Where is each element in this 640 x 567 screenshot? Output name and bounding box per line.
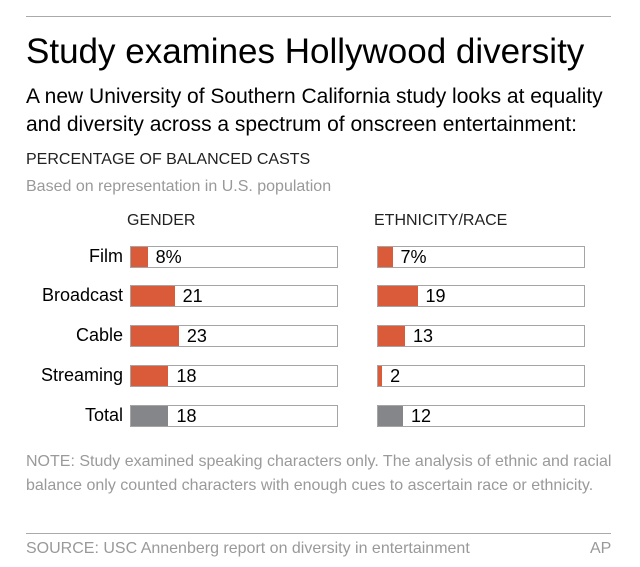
data-label: 13 <box>413 326 434 346</box>
chart-subtitle: A new University of Southern California … <box>26 85 603 136</box>
bottom-rule <box>26 533 611 534</box>
data-label: 12 <box>410 406 431 426</box>
section-title: PERCENTAGE OF BALANCED CASTS <box>26 151 311 168</box>
data-label: 21 <box>182 286 203 306</box>
section-subtitle: Based on representation in U.S. populati… <box>26 178 332 195</box>
bar-track: 8% <box>130 246 338 268</box>
bar-track: 12 <box>377 405 585 427</box>
column-header: ETHNICITY/RACE <box>374 212 508 229</box>
bar <box>378 366 383 386</box>
data-label: 19 <box>425 286 446 306</box>
bar-track: 13 <box>377 325 585 347</box>
credit: AP <box>590 540 612 557</box>
bar <box>131 326 179 346</box>
bar-track: 19 <box>377 285 585 307</box>
bar <box>378 406 403 426</box>
category-label: Film <box>89 246 123 266</box>
bar <box>131 286 175 306</box>
bar <box>131 247 148 267</box>
data-label: 18 <box>176 366 197 386</box>
top-rule <box>26 16 611 17</box>
note: NOTE: Study examined speaking characters… <box>26 453 612 494</box>
category-label: Streaming <box>40 365 123 385</box>
source: SOURCE: USC Annenberg report on diversit… <box>26 540 470 557</box>
bar <box>378 286 418 306</box>
bar-track: 23 <box>130 325 338 347</box>
bar <box>131 406 169 426</box>
category-label: Total <box>84 405 123 425</box>
data-label: 23 <box>186 326 207 346</box>
data-label: 7% <box>400 247 427 267</box>
bar <box>131 366 169 386</box>
data-label: 18 <box>176 406 197 426</box>
bar-track: 18 <box>130 365 338 387</box>
data-label: 8% <box>155 247 182 267</box>
bar <box>378 247 393 267</box>
category-label: Cable <box>75 325 123 345</box>
bar <box>378 326 406 346</box>
chart-title: Study examines Hollywood diversity <box>26 32 585 71</box>
bar-track: 7% <box>377 246 585 268</box>
category-label: Broadcast <box>41 285 123 305</box>
bar-track: 21 <box>130 285 338 307</box>
column-header: GENDER <box>127 212 196 229</box>
bar-track: 18 <box>130 405 338 427</box>
bar-track: 2 <box>377 365 585 387</box>
data-label: 2 <box>390 366 401 386</box>
